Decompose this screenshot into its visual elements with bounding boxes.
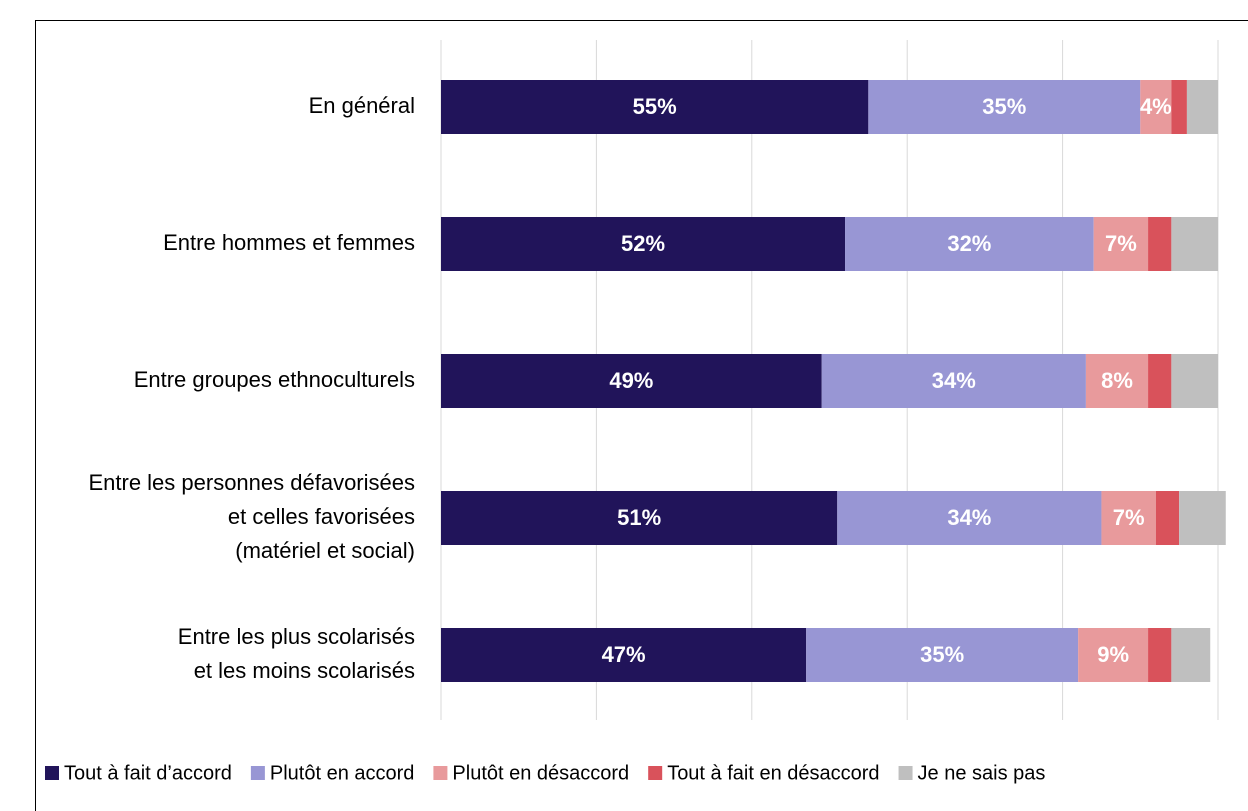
- legend-label: Tout à fait en désaccord: [667, 762, 879, 784]
- legend-label: Je ne sais pas: [918, 762, 1046, 784]
- data-label: 9%: [1097, 642, 1129, 667]
- bar-segment: [1155, 491, 1180, 545]
- legend-label: Tout à fait d’accord: [64, 762, 232, 784]
- chart-frame: [35, 20, 1248, 811]
- data-label: 4%: [1140, 94, 1172, 119]
- bar-segment: [441, 354, 822, 408]
- bar-segment: [845, 217, 1094, 271]
- legend-swatch: [250, 766, 265, 780]
- bar-segment: [1148, 217, 1172, 271]
- y-tick-label: Entre les personnes défavorisées et celle…: [88, 470, 415, 563]
- data-label: 35%: [920, 642, 964, 667]
- bar-segment: [441, 491, 838, 545]
- bar-segment: [1101, 491, 1156, 545]
- legend-label: Plutôt en accord: [270, 762, 415, 784]
- bar-segment: [837, 491, 1102, 545]
- y-tick-label: En général: [309, 93, 415, 118]
- legend-label: Plutôt en désaccord: [452, 762, 629, 784]
- bar-segment: [868, 80, 1141, 134]
- y-tick-label: Entre hommes et femmes: [163, 230, 415, 255]
- bar-segment: [1171, 80, 1187, 134]
- bar-segment: [1171, 628, 1211, 682]
- legend-swatch: [648, 766, 663, 780]
- bar-segment: [1171, 217, 1218, 271]
- bar-segment: [1093, 217, 1149, 271]
- data-label: 49%: [609, 368, 653, 393]
- data-label: 51%: [617, 505, 661, 530]
- bar-segment: [806, 628, 1079, 682]
- bar-segment: [821, 354, 1086, 408]
- data-label: 32%: [947, 231, 991, 256]
- bar-segment: [441, 217, 846, 271]
- bar-segment: [1085, 354, 1149, 408]
- data-label: 7%: [1105, 231, 1137, 256]
- legend-swatch: [898, 766, 913, 780]
- data-label: 47%: [602, 642, 646, 667]
- bar-segment: [1148, 354, 1172, 408]
- bar-segment: [441, 80, 869, 134]
- bar-segment: [1171, 354, 1218, 408]
- data-label: 8%: [1101, 368, 1133, 393]
- bar-segment: [1179, 491, 1226, 545]
- bar-segment: [441, 628, 807, 682]
- y-tick-label: Entre groupes ethnoculturels: [134, 367, 415, 392]
- y-tick-label: Entre les plus scolarisés et les moins sc…: [178, 624, 415, 683]
- data-label: 34%: [932, 368, 976, 393]
- data-label: 35%: [982, 94, 1026, 119]
- data-label: 55%: [633, 94, 677, 119]
- data-label: 52%: [621, 231, 665, 256]
- bar-segment: [1148, 628, 1172, 682]
- legend-swatch: [45, 766, 59, 780]
- data-label: 7%: [1113, 505, 1145, 530]
- bar-segment: [1140, 80, 1172, 134]
- bar-segment: [1186, 80, 1218, 134]
- data-label: 34%: [947, 505, 991, 530]
- legend-swatch: [433, 766, 448, 780]
- bar-segment: [1078, 628, 1149, 682]
